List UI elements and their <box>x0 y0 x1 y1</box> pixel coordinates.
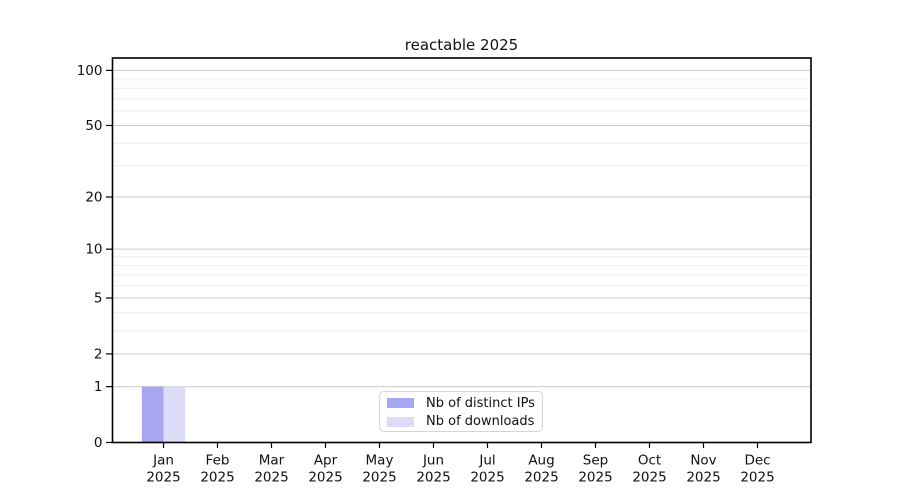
x-tick-year-feb: 2025 <box>200 470 234 486</box>
legend-label-distinct-ips: Nb of distinct IPs <box>426 395 535 411</box>
x-tick-label-nov: Nov <box>690 453 716 469</box>
bar-jan-nb-of-downloads <box>163 386 186 443</box>
legend: Nb of distinct IPs Nb of downloads <box>379 391 543 432</box>
legend-label-downloads: Nb of downloads <box>426 414 535 430</box>
legend-swatch-distinct-ips-icon <box>387 398 414 409</box>
y-tick-label-5: 5 <box>94 291 103 307</box>
x-tick-label-may: May <box>366 453 394 469</box>
y-tick-label-1: 1 <box>94 379 103 395</box>
x-tick-year-aug: 2025 <box>524 470 558 486</box>
bar-jan-nb-of-distinct-ips <box>141 386 164 443</box>
x-tick-year-jul: 2025 <box>470 470 504 486</box>
x-tick-label-sep: Sep <box>583 453 608 469</box>
x-tick-label-apr: Apr <box>314 453 338 469</box>
x-tick-year-mar: 2025 <box>254 470 288 486</box>
y-tick-label-0: 0 <box>94 435 103 451</box>
y-tick-label-100: 100 <box>77 63 103 79</box>
x-tick-year-may: 2025 <box>362 470 396 486</box>
x-tick-year-jun: 2025 <box>416 470 450 486</box>
legend-swatch-downloads-icon <box>387 416 414 427</box>
x-tick-label-jul: Jul <box>478 453 495 469</box>
x-tick-label-feb: Feb <box>206 453 230 469</box>
x-tick-year-jan: 2025 <box>146 470 180 486</box>
y-tick-label-2: 2 <box>94 346 103 362</box>
x-tick-label-mar: Mar <box>259 453 285 469</box>
x-tick-label-dec: Dec <box>744 453 770 469</box>
x-tick-year-oct: 2025 <box>632 470 666 486</box>
x-tick-year-sep: 2025 <box>578 470 612 486</box>
plot-border <box>111 57 812 444</box>
x-tick-year-dec: 2025 <box>740 470 774 486</box>
y-tick-label-50: 50 <box>85 118 102 134</box>
x-tick-year-apr: 2025 <box>308 470 342 486</box>
x-tick-label-oct: Oct <box>638 453 661 469</box>
x-tick-label-jan: Jan <box>152 453 174 469</box>
x-tick-label-aug: Aug <box>528 453 554 469</box>
legend-item-downloads: Nb of downloads <box>380 413 542 432</box>
x-tick-year-nov: 2025 <box>686 470 720 486</box>
y-tick-label-10: 10 <box>85 242 102 258</box>
x-tick-label-jun: Jun <box>422 453 444 469</box>
chart-title: reactable 2025 <box>404 36 519 54</box>
y-tick-label-20: 20 <box>85 190 102 206</box>
legend-item-distinct-ips: Nb of distinct IPs <box>380 394 542 413</box>
